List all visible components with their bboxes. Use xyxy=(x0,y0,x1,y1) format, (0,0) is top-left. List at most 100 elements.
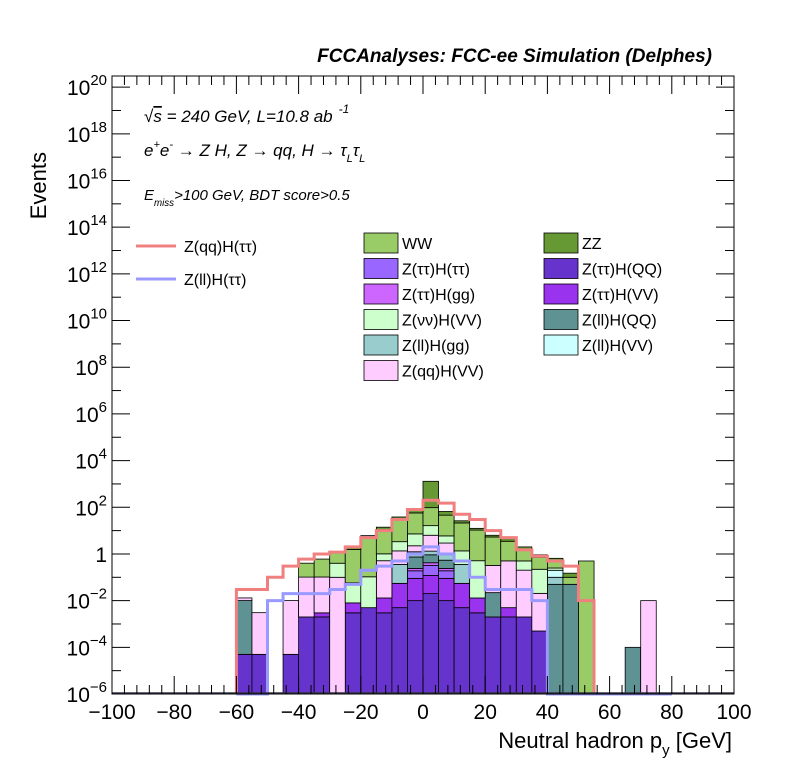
bar-Z(qq)H(VV) xyxy=(282,600,299,655)
x-tick-label: −100 xyxy=(88,701,135,724)
bar-ZZ xyxy=(484,534,502,538)
bar-ZZ xyxy=(453,520,471,524)
bar-WW xyxy=(313,558,331,578)
bar-Z(νν)H(VV) xyxy=(469,560,486,599)
bar-Z(ll)H(QQ) xyxy=(484,592,502,618)
legend-fill-swatch xyxy=(363,334,399,356)
legend-fill-label: WW xyxy=(402,236,433,253)
bar-Z(ll)H(QQ) xyxy=(235,600,253,655)
annotation-energy: √s = 240 GeV, L=10.8 ab -1 xyxy=(144,102,349,126)
y-tick-label: 108 xyxy=(75,352,107,380)
bar-Z(ττ)H(ττ) xyxy=(438,570,455,579)
bar-Z(ll)H(QQ) xyxy=(407,556,424,569)
x-tick-label: 60 xyxy=(598,701,621,724)
x-axis-label: Neutral hadron py [GeV] xyxy=(498,728,732,759)
bar-Z(νν)H(VV) xyxy=(515,560,533,571)
bar-Z(qq)H(VV) xyxy=(422,534,439,552)
y-tick-label: 10−6 xyxy=(67,679,107,707)
legend-fill-label: Z(ττ)H(QQ) xyxy=(582,262,662,279)
annotation-part: miss xyxy=(154,198,174,209)
y-tick-base: 10 xyxy=(75,357,98,380)
y-tick-base: 10 xyxy=(75,451,98,474)
bar-Z(ττ)H(VV) xyxy=(375,597,393,614)
y-tick-label: 10−4 xyxy=(67,632,107,660)
y-tick-base: 10 xyxy=(75,404,98,427)
bar-Z(qq)H(VV) xyxy=(329,576,346,695)
y-tick-exp: 2 xyxy=(99,492,107,509)
bar-Z(ll)H(QQ) xyxy=(624,646,642,695)
y-tick-label: 1018 xyxy=(67,119,107,147)
y-tick-exp: 6 xyxy=(99,399,107,416)
bar-Z(ττ)H(VV) xyxy=(313,612,331,618)
annotation-process: e+e- → Z H, Z → qq, H → τLτL xyxy=(144,139,365,165)
y-tick-exp: 12 xyxy=(90,259,107,276)
bar-WW xyxy=(531,556,548,570)
y-tick-exp: 18 xyxy=(90,119,107,136)
bar-WW xyxy=(515,549,533,562)
bar-Z(νν)H(VV) xyxy=(344,582,362,604)
y-tick-label: 1012 xyxy=(67,259,107,287)
legend-fill-swatch xyxy=(543,283,579,305)
bar-WW xyxy=(422,507,439,527)
bar-Z(ττ)H(QQ) xyxy=(375,612,393,695)
x-tick-label: 40 xyxy=(536,701,559,724)
bar-Z(ττ)H(QQ) xyxy=(515,616,533,695)
y-tick-base: 10 xyxy=(67,264,90,287)
y-tick-label: 1020 xyxy=(67,72,107,100)
legend-fill-label: Z(νν)H(VV) xyxy=(402,313,482,330)
bar-Z(ττ)H(VV) xyxy=(469,597,486,614)
y-tick-label: 10−2 xyxy=(67,586,107,614)
annotation-cuts: Emiss>100 GeV, BDT score>0.5 xyxy=(144,187,350,209)
annotation-part: - xyxy=(169,139,173,151)
x-tick-label: 100 xyxy=(716,701,751,724)
y-tick-base: 10 xyxy=(67,171,90,194)
y-tick-base: 10 xyxy=(67,591,90,614)
x-axis-label-unit: [GeV] xyxy=(670,728,732,753)
legend-fill-label: Z(ττ)H(gg) xyxy=(402,287,475,304)
bar-Z(ll)H(QQ) xyxy=(438,559,455,569)
x-tick-label: 80 xyxy=(660,701,683,724)
legend-fill-swatch xyxy=(363,309,399,330)
chart-title: FCCAnalyses: FCC-ee Simulation (Delphes) xyxy=(317,46,712,67)
y-tick-exp: 10 xyxy=(90,306,107,323)
y-axis-ticks: 10−610−410−21102104106108101010121014101… xyxy=(67,72,734,707)
legend-fill-swatch xyxy=(363,258,399,279)
bar-WW xyxy=(298,562,315,578)
bar-Z(νν)H(VV) xyxy=(329,562,346,578)
bar-Z(ll)H(gg) xyxy=(547,576,564,585)
legend-fill-swatch xyxy=(543,309,579,330)
bar-ZZ xyxy=(469,527,486,531)
legend-fill-label: Z(qq)H(VV) xyxy=(402,364,484,381)
legend-fill-label: Z(ττ)H(VV) xyxy=(582,287,659,304)
bar-Z(ττ)H(QQ) xyxy=(422,593,439,695)
y-tick-label: 102 xyxy=(75,492,107,520)
y-tick-exp: 4 xyxy=(99,446,107,463)
x-tick-label: 0 xyxy=(417,701,429,724)
bar-Z(qq)H(VV) xyxy=(500,560,517,609)
bar-ZZ xyxy=(438,511,455,516)
bar-Z(ττ)H(VV) xyxy=(453,582,471,609)
y-tick-label: 1014 xyxy=(67,212,107,240)
y-tick-base: 1 xyxy=(95,544,107,567)
bar-Z(ττ)H(QQ) xyxy=(438,600,455,695)
y-tick-exp: 14 xyxy=(90,212,107,229)
bar-Z(ττ)H(QQ) xyxy=(313,616,331,695)
y-axis-label: Events xyxy=(26,152,51,219)
bar-WW xyxy=(329,552,346,564)
bar-ZZ xyxy=(562,572,579,578)
bar-Z(ll)H(gg) xyxy=(422,550,439,556)
bar-Z(qq)H(VV) xyxy=(407,545,424,553)
bar-Z(ττ)H(QQ) xyxy=(500,616,517,695)
y-tick-label: 106 xyxy=(75,399,107,427)
x-axis-label-sub: y xyxy=(662,742,670,759)
bar-Z(ττ)H(VV) xyxy=(438,577,455,602)
legend-fill-label: Z(ll)H(gg) xyxy=(402,338,470,355)
annotations: √s = 240 GeV, L=10.8 ab -1 e+e- → Z H, Z … xyxy=(144,102,365,209)
bar-Z(ττ)H(VV) xyxy=(422,575,439,595)
annotation-energy-sup: -1 xyxy=(339,102,350,116)
bar-Z(ττ)H(ττ) xyxy=(422,565,439,576)
bar-WW xyxy=(407,512,424,535)
x-axis-label-main: Neutral hadron p xyxy=(498,728,662,753)
y-tick-exp: −4 xyxy=(90,632,107,649)
